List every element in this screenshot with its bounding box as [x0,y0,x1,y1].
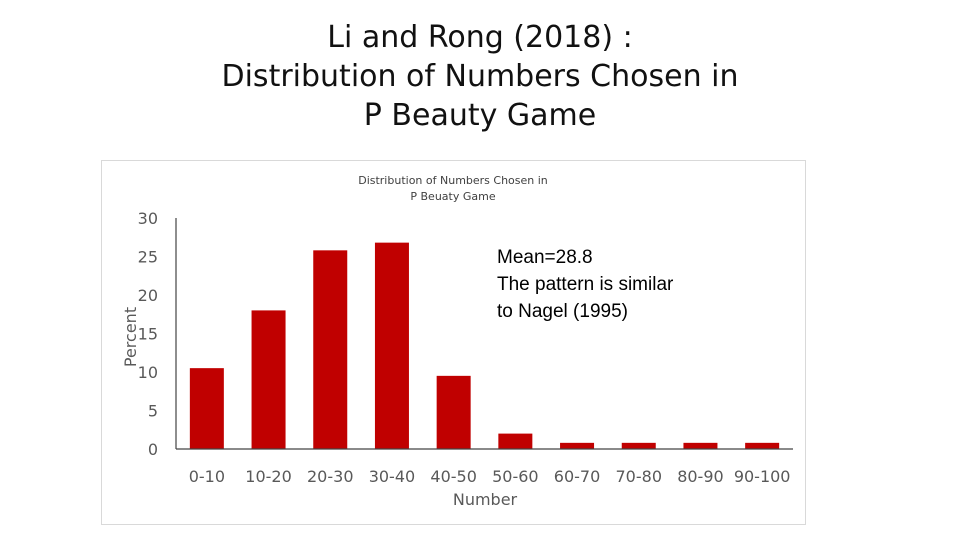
bar [745,442,780,449]
bar [313,250,348,449]
x-axis-label: Number [453,490,518,509]
x-tick-label: 30-40 [369,467,416,486]
bar [498,433,533,449]
bar [374,242,409,449]
y-tick-label: 15 [138,325,158,344]
slide-title-line-3: P Beauty Game [363,98,597,133]
x-tick-label: 60-70 [554,467,601,486]
x-tick-label: 80-90 [677,467,724,486]
bar [251,310,286,449]
x-tick-label: 90-100 [734,467,791,486]
bar [560,442,595,449]
y-tick-labels: 0 5 10 15 20 25 30 [138,209,158,459]
chart-title-line-1: Distribution of Numbers Chosen in [358,174,548,187]
x-tick-label: 70-80 [616,467,663,486]
slide-title: Li and Rong (2018) : Distribution of Num… [130,18,830,135]
chart-title-line-2: P Beuaty Game [410,190,495,203]
annotation-line-1: Mean=28.8 [497,247,593,268]
chart-frame [101,160,806,525]
x-tick-label: 20-30 [307,467,354,486]
slide-title-line-1: Li and Rong (2018) : [327,20,633,55]
x-tick-labels: 0-10 10-20 20-30 30-40 40-50 50-60 60-70 70-80 8… [189,467,791,486]
annotation-line-2: The pattern is similar [497,274,674,295]
x-tick-label: 40-50 [430,467,477,486]
bar [189,368,224,449]
x-tick-label: 50-60 [492,467,539,486]
slide-title-line-2: Distribution of Numbers Chosen in [221,59,739,94]
y-tick-label: 5 [148,402,158,421]
bar [621,442,656,449]
annotation-line-3: to Nagel (1995) [497,301,628,322]
chart-annotation: Mean=28.8 The pattern is similar to Nage… [497,244,729,325]
y-axis-label: Percent [121,307,140,367]
bars [189,242,780,449]
y-tick-label: 20 [138,286,158,305]
bar [436,375,471,449]
y-tick-label: 0 [148,440,158,459]
x-tick-label: 0-10 [189,467,225,486]
bar [683,442,718,449]
x-tick-label: 10-20 [245,467,292,486]
y-tick-label: 10 [138,363,158,382]
y-tick-label: 25 [138,248,158,267]
y-tick-label: 30 [138,209,158,228]
